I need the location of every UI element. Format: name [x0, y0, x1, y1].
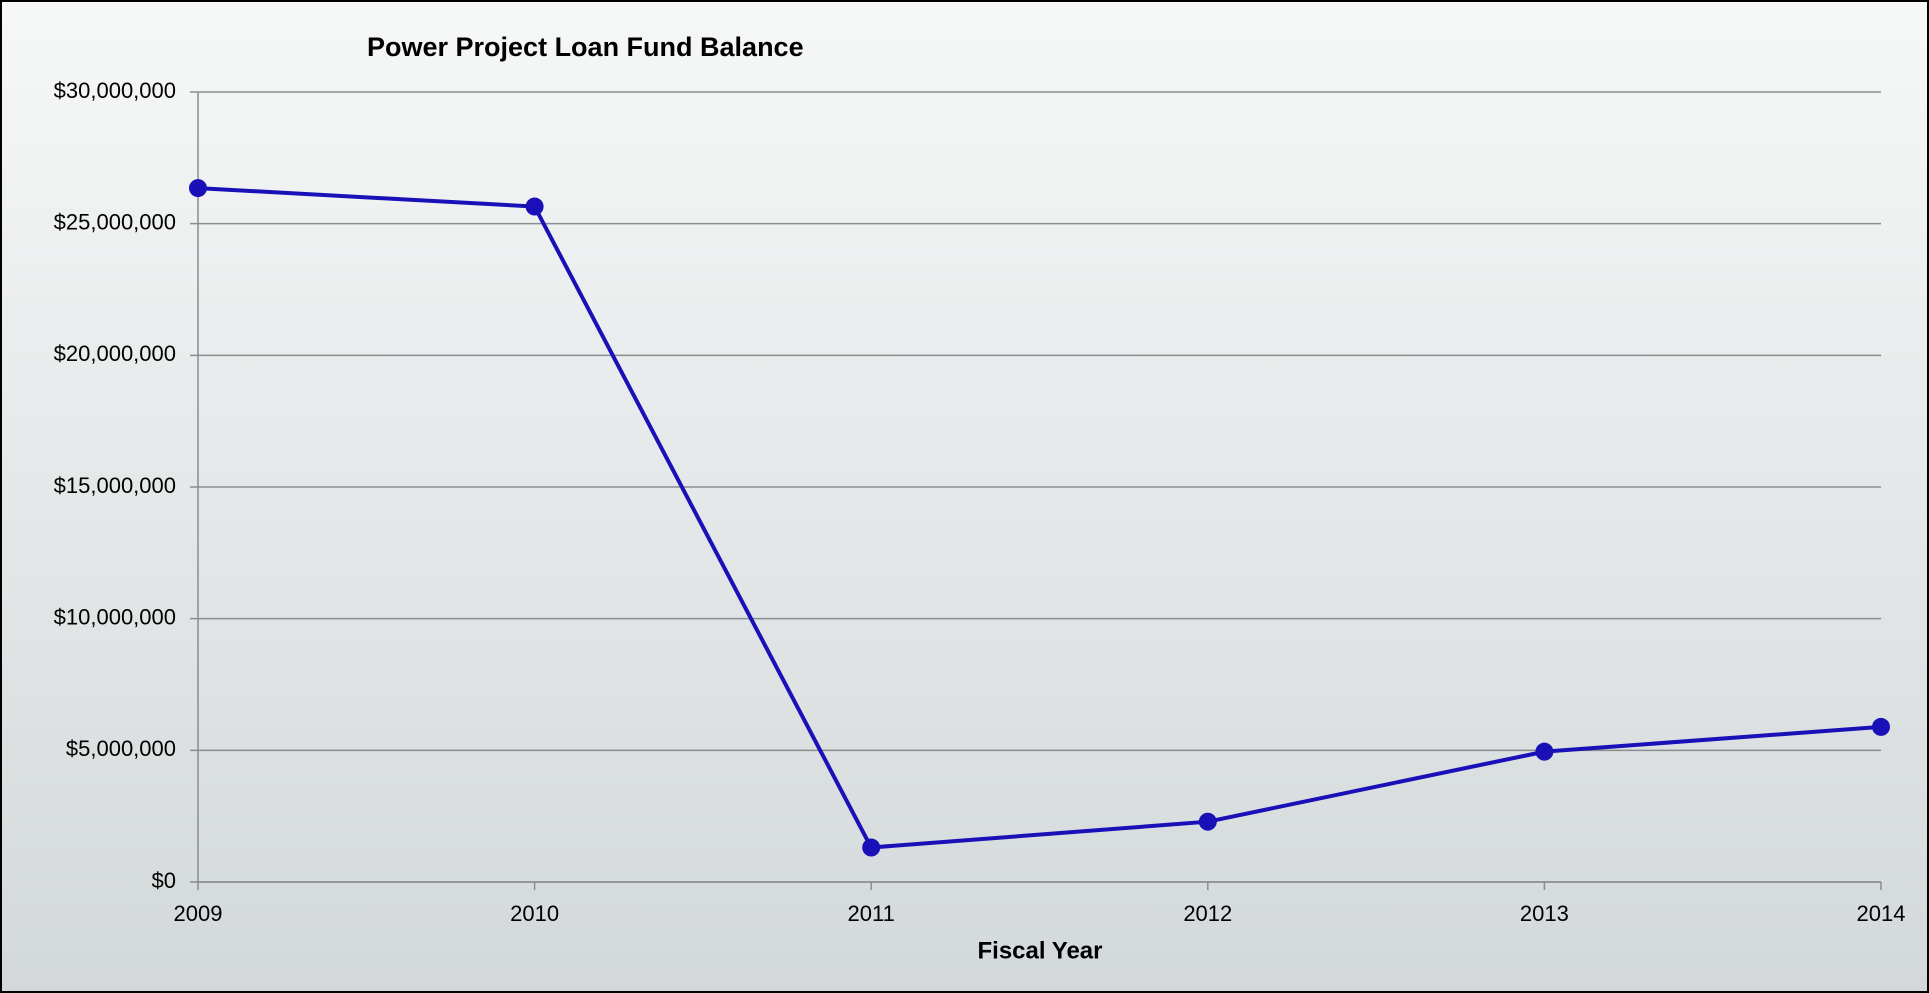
y-tick-label: $25,000,000: [54, 209, 176, 234]
y-tick-label: $0: [152, 868, 176, 893]
x-tick-label: 2014: [1857, 901, 1906, 926]
data-point: [1872, 717, 1890, 736]
x-tick-label: 2010: [510, 901, 559, 926]
x-tick-label: 2012: [1183, 901, 1232, 926]
x-tick-label: 2011: [848, 901, 895, 926]
x-tick-label: 2009: [174, 901, 223, 926]
data-point: [1198, 812, 1217, 831]
chart-title: Power Project Loan Fund Balance: [367, 32, 804, 62]
y-tick-label: $30,000,000: [54, 78, 176, 103]
y-tick-label: $5,000,000: [66, 736, 176, 761]
y-tick-label: $10,000,000: [54, 604, 176, 629]
y-tick-label: $15,000,000: [54, 473, 176, 498]
x-axis-label: Fiscal Year: [978, 937, 1103, 964]
data-point: [189, 179, 207, 198]
data-line: [197, 186, 1882, 850]
x-tick-label: 2013: [1520, 901, 1569, 926]
data-point: [1535, 742, 1554, 761]
data-point: [862, 838, 881, 857]
y-tick-label: $20,000,000: [54, 341, 176, 366]
data-point: [525, 197, 544, 216]
